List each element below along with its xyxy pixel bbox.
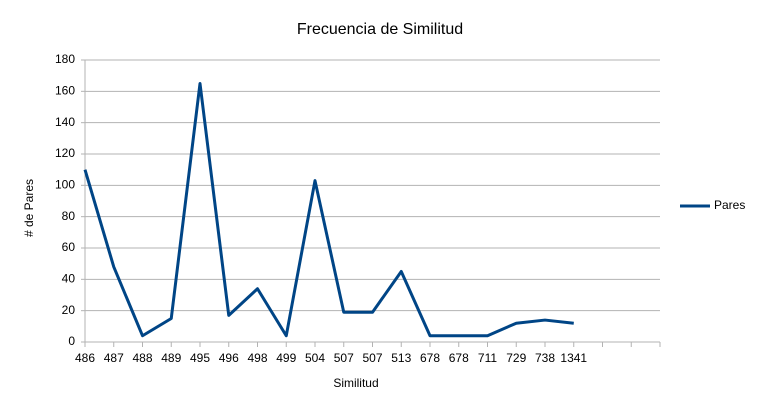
x-axis-label: Similitud: [333, 376, 378, 390]
x-tick-label: 488: [132, 351, 152, 365]
y-tick-label: 40: [62, 272, 76, 286]
x-tick-label: 1341: [560, 351, 587, 365]
y-tick-label: 0: [68, 334, 75, 348]
y-tick-label: 100: [55, 178, 75, 192]
x-tick-label: 495: [190, 351, 210, 365]
y-axis-label: # de Pares: [22, 179, 36, 237]
x-tick-label: 507: [362, 351, 382, 365]
y-tick-label: 180: [55, 52, 75, 66]
x-tick-label: 487: [104, 351, 124, 365]
data-line: [83, 82, 574, 338]
y-tick-label: 80: [62, 209, 76, 223]
y-tick-label: 120: [55, 146, 75, 160]
x-tick-label: 489: [161, 351, 181, 365]
y-tick-label: 20: [62, 303, 76, 317]
x-tick-label: 738: [535, 351, 555, 365]
x-tick-label: 507: [334, 351, 354, 365]
y-tick-label: 140: [55, 115, 75, 129]
x-tick-label: 729: [506, 351, 526, 365]
y-tick-label: 60: [62, 240, 76, 254]
x-tick-label: 504: [305, 351, 325, 365]
legend-label: Pares: [714, 198, 745, 212]
x-tick-label: 678: [420, 351, 440, 365]
x-tick-label: 498: [247, 351, 267, 365]
y-tick-label: 160: [55, 84, 75, 98]
x-tick-label: 678: [449, 351, 469, 365]
x-tick-label: 496: [219, 351, 239, 365]
x-tick-label: 499: [276, 351, 296, 365]
x-tick-label: 711: [478, 351, 497, 365]
x-tick-label: 513: [391, 351, 411, 365]
x-tick-label: 486: [75, 351, 95, 365]
chart-title: Frecuencia de Similitud: [297, 21, 463, 38]
